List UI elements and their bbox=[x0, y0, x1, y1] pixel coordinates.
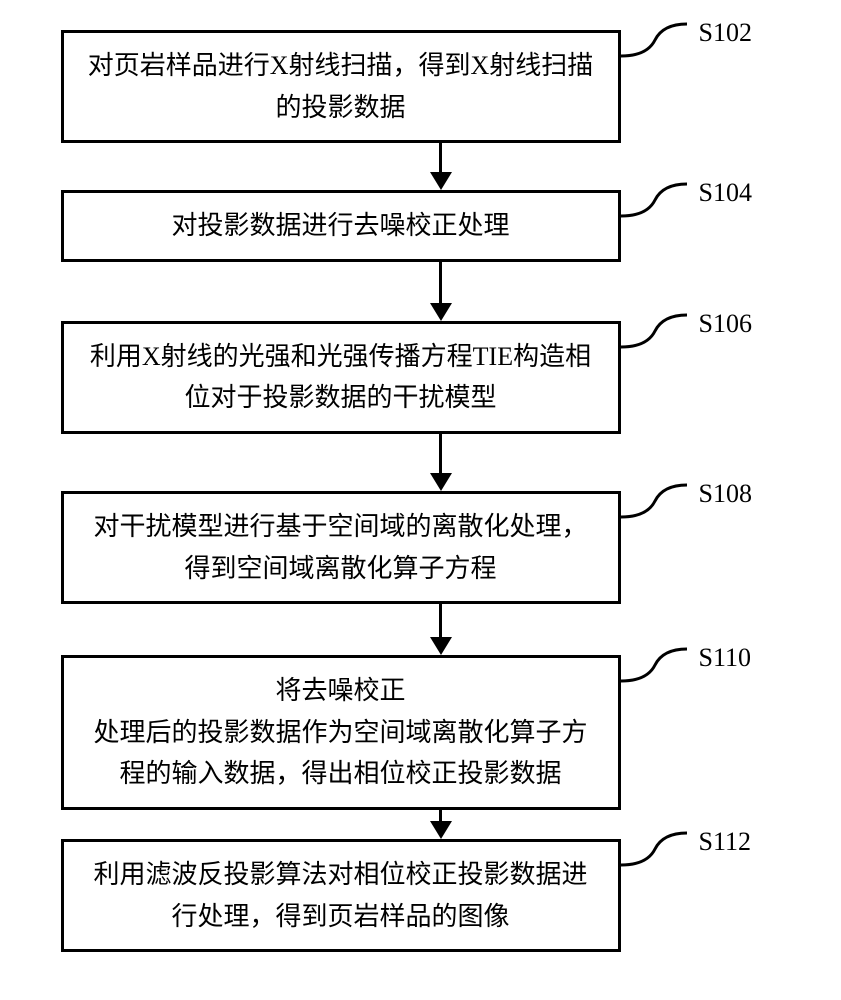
connector-curve bbox=[619, 20, 689, 60]
step-text-line: 利用滤波反投影算法对相位校正投影数据进 bbox=[93, 860, 587, 889]
step-text-line: 利用X射线的光强和光强传播方程TIE构造相 bbox=[90, 342, 591, 371]
connector-curve bbox=[619, 829, 689, 869]
step-text-line: 对页岩样品进行X射线扫描，得到X射线扫描 bbox=[88, 51, 594, 80]
arrow-head-icon bbox=[430, 172, 452, 190]
step-box: 对页岩样品进行X射线扫描，得到X射线扫描的投影数据 bbox=[61, 30, 621, 143]
step-text-line: 程的输入数据，得出相位校正投影数据 bbox=[119, 759, 561, 788]
connector-curve bbox=[619, 180, 689, 220]
step-text-line: 对干扰模型进行基于空间域的离散化处理， bbox=[93, 512, 587, 541]
step-label: S102 bbox=[699, 18, 752, 48]
arrow-head-icon bbox=[430, 473, 452, 491]
arrow-line bbox=[439, 143, 442, 173]
step-box: 将去噪校正处理后的投影数据作为空间域离散化算子方程的输入数据，得出相位校正投影数… bbox=[61, 655, 621, 810]
connector-curve bbox=[619, 311, 689, 351]
step-text-line: 将去噪校正 bbox=[275, 676, 405, 705]
step-text-line: 行处理，得到页岩样品的图像 bbox=[171, 902, 509, 931]
arrow-line bbox=[439, 434, 442, 474]
step-row: 利用X射线的光强和光强传播方程TIE构造相位对于投影数据的干扰模型S106 bbox=[21, 321, 821, 434]
connector-curve bbox=[619, 645, 689, 685]
step-row: 利用滤波反投影算法对相位校正投影数据进行处理，得到页岩样品的图像S112 bbox=[21, 839, 821, 952]
arrow-head-icon bbox=[430, 821, 452, 839]
step-label-connector: S110 bbox=[621, 655, 821, 810]
arrow-head-icon bbox=[430, 303, 452, 321]
step-label-connector: S108 bbox=[621, 491, 821, 604]
step-label: S106 bbox=[699, 309, 752, 339]
step-label: S110 bbox=[699, 643, 752, 673]
step-label: S104 bbox=[699, 178, 752, 208]
step-text-line: 得到空间域离散化算子方程 bbox=[184, 554, 496, 583]
step-row: 将去噪校正处理后的投影数据作为空间域离散化算子方程的输入数据，得出相位校正投影数… bbox=[21, 655, 821, 810]
flowchart-container: 对页岩样品进行X射线扫描，得到X射线扫描的投影数据S102对投影数据进行去噪校正… bbox=[21, 30, 821, 952]
step-label-connector: S104 bbox=[621, 190, 821, 262]
step-label-connector: S112 bbox=[621, 839, 821, 952]
step-box: 对投影数据进行去噪校正处理 bbox=[61, 190, 621, 262]
connector-curve bbox=[619, 481, 689, 521]
step-row: 对投影数据进行去噪校正处理 S104 bbox=[21, 190, 821, 262]
step-box: 对干扰模型进行基于空间域的离散化处理， 得到空间域离散化算子方程 bbox=[61, 491, 621, 604]
step-box: 利用X射线的光强和光强传播方程TIE构造相位对于投影数据的干扰模型 bbox=[61, 321, 621, 434]
step-box: 利用滤波反投影算法对相位校正投影数据进行处理，得到页岩样品的图像 bbox=[61, 839, 621, 952]
step-label-connector: S102 bbox=[621, 30, 821, 143]
arrow-head-icon bbox=[430, 637, 452, 655]
arrow-line bbox=[439, 604, 442, 638]
step-row: 对干扰模型进行基于空间域的离散化处理， 得到空间域离散化算子方程 S108 bbox=[21, 491, 821, 604]
step-text-line: 处理后的投影数据作为空间域离散化算子方 bbox=[93, 718, 587, 747]
step-text-line: 位对于投影数据的干扰模型 bbox=[184, 383, 496, 412]
arrow-line bbox=[439, 262, 442, 304]
step-label: S112 bbox=[699, 827, 752, 857]
step-text-line: 对投影数据进行去噪校正处理 bbox=[171, 211, 509, 240]
step-label-connector: S106 bbox=[621, 321, 821, 434]
step-text-line: 的投影数据 bbox=[275, 93, 405, 122]
step-label: S108 bbox=[699, 479, 752, 509]
step-row: 对页岩样品进行X射线扫描，得到X射线扫描的投影数据S102 bbox=[21, 30, 821, 143]
